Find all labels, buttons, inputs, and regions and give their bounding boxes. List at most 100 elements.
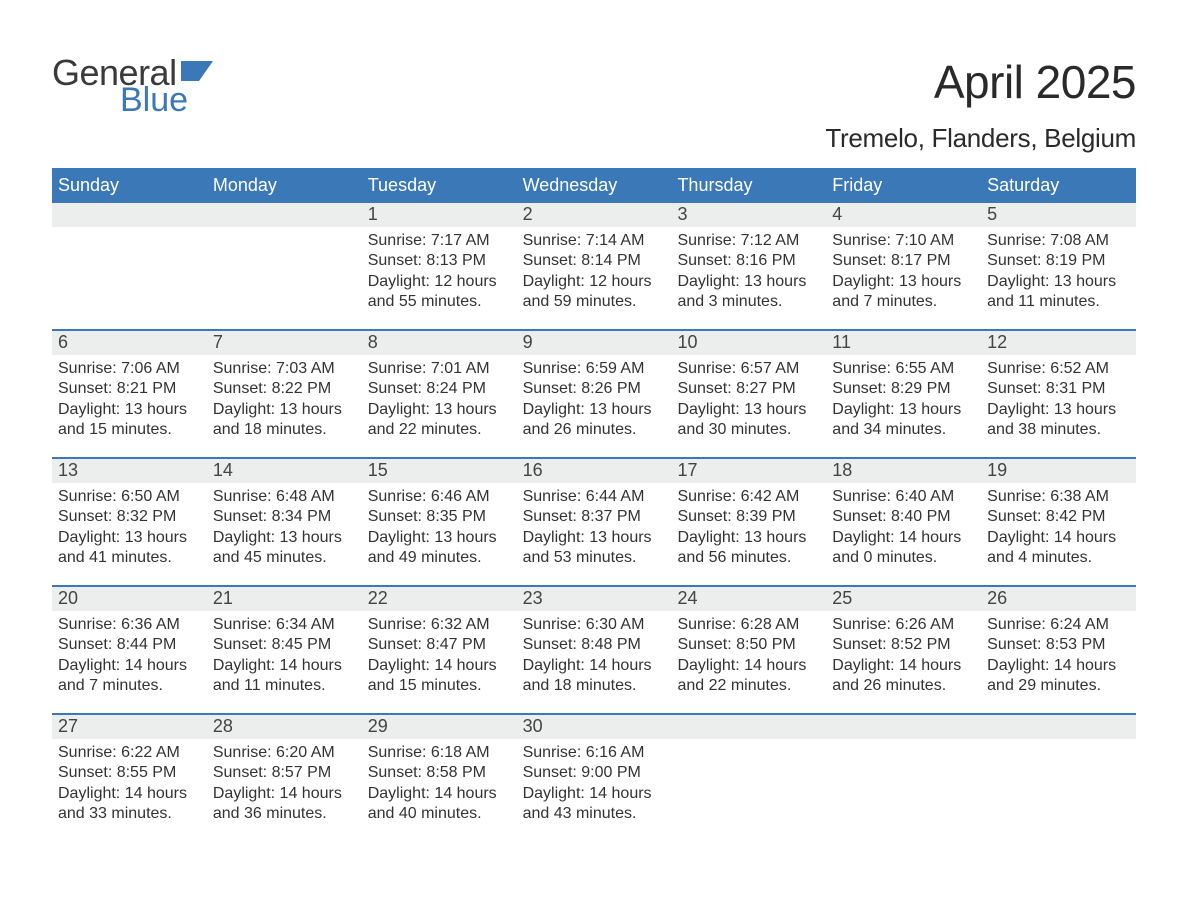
- day-number-row: 30: [517, 715, 672, 739]
- day-cell: 15Sunrise: 6:46 AMSunset: 8:35 PMDayligh…: [362, 459, 517, 585]
- daylight-text: Daylight: 14 hours and 18 minutes.: [523, 656, 670, 697]
- day-cell: [826, 715, 981, 841]
- daylight-text: Daylight: 14 hours and 29 minutes.: [987, 656, 1134, 697]
- weekday-label: Friday: [826, 168, 981, 203]
- day-number-row: 26: [981, 587, 1136, 611]
- sunset-text: Sunset: 8:44 PM: [58, 635, 205, 655]
- day-content: Sunrise: 7:06 AMSunset: 8:21 PMDaylight:…: [52, 355, 207, 441]
- day-content: Sunrise: 6:38 AMSunset: 8:42 PMDaylight:…: [981, 483, 1136, 569]
- weekday-label: Saturday: [981, 168, 1136, 203]
- calendar-week: 6Sunrise: 7:06 AMSunset: 8:21 PMDaylight…: [52, 329, 1136, 457]
- daylight-text: Daylight: 13 hours and 22 minutes.: [368, 400, 515, 441]
- weekday-label: Wednesday: [517, 168, 672, 203]
- daylight-text: Daylight: 13 hours and 53 minutes.: [523, 528, 670, 569]
- sunset-text: Sunset: 8:31 PM: [987, 379, 1134, 399]
- day-number: 1: [362, 203, 378, 225]
- day-number-row: 22: [362, 587, 517, 611]
- daylight-text: Daylight: 13 hours and 18 minutes.: [213, 400, 360, 441]
- day-number-row: [981, 715, 1136, 739]
- day-number-row: 28: [207, 715, 362, 739]
- daylight-text: Daylight: 14 hours and 4 minutes.: [987, 528, 1134, 569]
- day-content: Sunrise: 6:36 AMSunset: 8:44 PMDaylight:…: [52, 611, 207, 697]
- daylight-text: Daylight: 14 hours and 33 minutes.: [58, 784, 205, 825]
- day-number: 28: [207, 715, 233, 737]
- sunrise-text: Sunrise: 7:14 AM: [523, 231, 670, 251]
- day-cell: [52, 203, 207, 329]
- day-cell: 13Sunrise: 6:50 AMSunset: 8:32 PMDayligh…: [52, 459, 207, 585]
- day-number-row: 9: [517, 331, 672, 355]
- day-cell: 1Sunrise: 7:17 AMSunset: 8:13 PMDaylight…: [362, 203, 517, 329]
- daylight-text: Daylight: 14 hours and 22 minutes.: [677, 656, 824, 697]
- sunrise-text: Sunrise: 6:32 AM: [368, 615, 515, 635]
- sunset-text: Sunset: 8:19 PM: [987, 251, 1134, 271]
- sunset-text: Sunset: 8:35 PM: [368, 507, 515, 527]
- day-cell: 27Sunrise: 6:22 AMSunset: 8:55 PMDayligh…: [52, 715, 207, 841]
- day-number: 24: [671, 587, 697, 609]
- daylight-text: Daylight: 14 hours and 40 minutes.: [368, 784, 515, 825]
- daylight-text: Daylight: 14 hours and 0 minutes.: [832, 528, 979, 569]
- sunset-text: Sunset: 8:57 PM: [213, 763, 360, 783]
- day-content: Sunrise: 6:30 AMSunset: 8:48 PMDaylight:…: [517, 611, 672, 697]
- day-number: 5: [981, 203, 997, 225]
- day-cell: 24Sunrise: 6:28 AMSunset: 8:50 PMDayligh…: [671, 587, 826, 713]
- day-content: Sunrise: 6:57 AMSunset: 8:27 PMDaylight:…: [671, 355, 826, 441]
- day-cell: 12Sunrise: 6:52 AMSunset: 8:31 PMDayligh…: [981, 331, 1136, 457]
- sunrise-text: Sunrise: 6:40 AM: [832, 487, 979, 507]
- day-content: Sunrise: 6:16 AMSunset: 9:00 PMDaylight:…: [517, 739, 672, 825]
- day-number: 7: [207, 331, 223, 353]
- day-content: Sunrise: 6:26 AMSunset: 8:52 PMDaylight:…: [826, 611, 981, 697]
- daylight-text: Daylight: 13 hours and 30 minutes.: [677, 400, 824, 441]
- day-number-row: 24: [671, 587, 826, 611]
- day-cell: 6Sunrise: 7:06 AMSunset: 8:21 PMDaylight…: [52, 331, 207, 457]
- day-number-row: 14: [207, 459, 362, 483]
- day-number: 20: [52, 587, 78, 609]
- day-number: 12: [981, 331, 1007, 353]
- sunset-text: Sunset: 8:27 PM: [677, 379, 824, 399]
- day-number: 29: [362, 715, 388, 737]
- daylight-text: Daylight: 14 hours and 43 minutes.: [523, 784, 670, 825]
- day-content: Sunrise: 6:52 AMSunset: 8:31 PMDaylight:…: [981, 355, 1136, 441]
- sunrise-text: Sunrise: 6:30 AM: [523, 615, 670, 635]
- day-number: 2: [517, 203, 533, 225]
- sunrise-text: Sunrise: 7:08 AM: [987, 231, 1134, 251]
- day-number: 8: [362, 331, 378, 353]
- day-number-row: 6: [52, 331, 207, 355]
- daylight-text: Daylight: 13 hours and 49 minutes.: [368, 528, 515, 569]
- calendar-week: 13Sunrise: 6:50 AMSunset: 8:32 PMDayligh…: [52, 457, 1136, 585]
- day-number-row: 4: [826, 203, 981, 227]
- sunset-text: Sunset: 8:52 PM: [832, 635, 979, 655]
- daylight-text: Daylight: 13 hours and 26 minutes.: [523, 400, 670, 441]
- sunrise-text: Sunrise: 7:06 AM: [58, 359, 205, 379]
- day-number: 22: [362, 587, 388, 609]
- sunrise-text: Sunrise: 7:12 AM: [677, 231, 824, 251]
- sunset-text: Sunset: 8:34 PM: [213, 507, 360, 527]
- sunrise-text: Sunrise: 6:38 AM: [987, 487, 1134, 507]
- day-number: 19: [981, 459, 1007, 481]
- day-number-row: 2: [517, 203, 672, 227]
- day-number-row: 20: [52, 587, 207, 611]
- day-cell: 16Sunrise: 6:44 AMSunset: 8:37 PMDayligh…: [517, 459, 672, 585]
- day-number-row: [671, 715, 826, 739]
- sunrise-text: Sunrise: 6:57 AM: [677, 359, 824, 379]
- day-content: Sunrise: 6:59 AMSunset: 8:26 PMDaylight:…: [517, 355, 672, 441]
- day-number: 14: [207, 459, 233, 481]
- sunset-text: Sunset: 8:42 PM: [987, 507, 1134, 527]
- day-number: 11: [826, 331, 851, 353]
- sunset-text: Sunset: 8:58 PM: [368, 763, 515, 783]
- day-number: 4: [826, 203, 842, 225]
- day-number: 3: [671, 203, 687, 225]
- sunrise-text: Sunrise: 7:17 AM: [368, 231, 515, 251]
- day-content: Sunrise: 7:17 AMSunset: 8:13 PMDaylight:…: [362, 227, 517, 313]
- sunrise-text: Sunrise: 7:01 AM: [368, 359, 515, 379]
- calendar: Sunday Monday Tuesday Wednesday Thursday…: [52, 168, 1136, 841]
- day-number-row: 16: [517, 459, 672, 483]
- daylight-text: Daylight: 13 hours and 3 minutes.: [677, 272, 824, 313]
- location-text: Tremelo, Flanders, Belgium: [52, 123, 1136, 154]
- sunset-text: Sunset: 8:24 PM: [368, 379, 515, 399]
- day-number: 18: [826, 459, 852, 481]
- day-cell: 7Sunrise: 7:03 AMSunset: 8:22 PMDaylight…: [207, 331, 362, 457]
- logo-text-bottom: Blue: [120, 83, 213, 117]
- day-number: 27: [52, 715, 78, 737]
- day-number: 6: [52, 331, 68, 353]
- day-content: Sunrise: 6:42 AMSunset: 8:39 PMDaylight:…: [671, 483, 826, 569]
